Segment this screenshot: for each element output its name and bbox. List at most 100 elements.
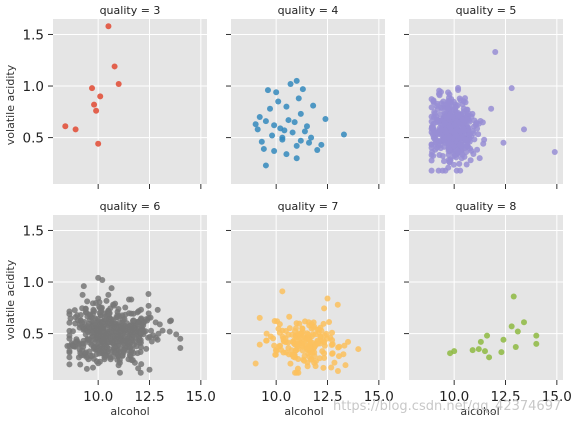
scatter-point [66, 327, 73, 334]
scatter-point [67, 315, 74, 322]
scatter-point [101, 340, 108, 347]
scatter-point [514, 328, 521, 335]
scatter-point [77, 361, 84, 368]
scatter-point [286, 325, 293, 332]
scatter-point [321, 355, 328, 362]
scatter-point [262, 162, 269, 169]
scatter-point [456, 95, 463, 102]
scatter-point [177, 345, 184, 352]
scatter-point [301, 357, 308, 364]
scatter-point [455, 148, 462, 155]
scatter-point [82, 349, 89, 356]
scatter-point [285, 344, 292, 351]
scatter-point [137, 330, 144, 337]
scatter-point [432, 146, 439, 153]
scatter-point [470, 150, 477, 157]
scatter-point [321, 305, 328, 312]
y-tick-label: 1.0 [23, 275, 44, 291]
scatter-point [143, 345, 150, 352]
scatter-point [86, 312, 93, 319]
scatter-point [295, 95, 302, 102]
scatter-point [91, 320, 98, 327]
scatter-point [301, 338, 308, 345]
scatter-point [89, 85, 96, 92]
scatter-point [294, 340, 301, 347]
scatter-point [146, 366, 153, 373]
scatter-point [479, 119, 486, 126]
scatter-point [135, 365, 142, 372]
scatter-point [92, 315, 99, 322]
scatter-point [98, 308, 105, 315]
scatter-point [445, 89, 452, 96]
y-tick-label: 1.0 [23, 79, 44, 95]
scatter-point [285, 331, 292, 338]
scatter-point [252, 360, 259, 367]
scatter-point [276, 343, 283, 350]
scatter-point [145, 291, 152, 298]
scatter-point [279, 288, 286, 295]
x-axis-label-col1: alcohol [110, 405, 149, 418]
facet-panel: quality = 6 0.5 1.0 1.5 10.0 12.5 15.0 [23, 200, 216, 405]
scatter-point [287, 80, 294, 87]
scatter-point [81, 325, 88, 332]
scatter-point [91, 308, 98, 315]
scatter-point [335, 353, 342, 360]
scatter-point [461, 95, 468, 102]
scatter-point [468, 133, 475, 140]
scatter-point [177, 335, 184, 342]
scatter-point [99, 276, 106, 283]
scatter-point [498, 349, 505, 356]
scatter-point [431, 109, 438, 116]
scatter-point [264, 87, 271, 94]
scatter-point [106, 328, 113, 335]
scatter-point [455, 85, 462, 92]
scatter-point [137, 337, 144, 344]
scatter-point [428, 104, 435, 111]
scatter-point [138, 315, 145, 322]
scatter-point [107, 305, 114, 312]
scatter-point [89, 352, 96, 359]
scatter-point [76, 346, 83, 353]
scatter-point [128, 357, 135, 364]
scatter-point [508, 323, 515, 330]
scatter-point [428, 157, 435, 164]
scatter-point [533, 332, 540, 339]
scatter-point [148, 327, 155, 334]
scatter-point [488, 105, 495, 112]
y-tick-label: 1.5 [23, 223, 44, 239]
scatter-point [103, 297, 110, 304]
scatter-point [132, 325, 139, 332]
scatter-point [166, 328, 173, 335]
scatter-point [334, 367, 341, 374]
scatter-point [111, 63, 118, 70]
scatter-point [446, 99, 453, 106]
scatter-point [263, 330, 270, 337]
scatter-point [305, 331, 312, 338]
y-tick-label: 1.5 [23, 27, 44, 43]
scatter-point [430, 98, 437, 105]
scatter-point [306, 139, 313, 146]
scatter-point [336, 343, 343, 350]
panel-title: quality = 4 [278, 4, 339, 17]
scatter-point [551, 149, 558, 156]
scatter-point [128, 296, 135, 303]
x-tick-label: 12.5 [490, 389, 520, 405]
scatter-point [262, 118, 269, 125]
scatter-point [291, 119, 298, 126]
scatter-point [105, 310, 112, 317]
scatter-point [317, 324, 324, 331]
facet-panel: quality = 5 [404, 4, 563, 189]
panel-background [53, 19, 207, 184]
scatter-point [328, 342, 335, 349]
scatter-point [303, 123, 310, 130]
scatter-point [144, 317, 151, 324]
scatter-point [320, 364, 327, 371]
scatter-point [138, 306, 145, 313]
scatter-point [293, 320, 300, 327]
scatter-point [271, 122, 278, 129]
scatter-point [433, 102, 440, 109]
x-axis-label-col3: alcohol [460, 405, 499, 418]
scatter-point [299, 347, 306, 354]
scatter-point [293, 155, 300, 162]
scatter-point [80, 283, 87, 290]
